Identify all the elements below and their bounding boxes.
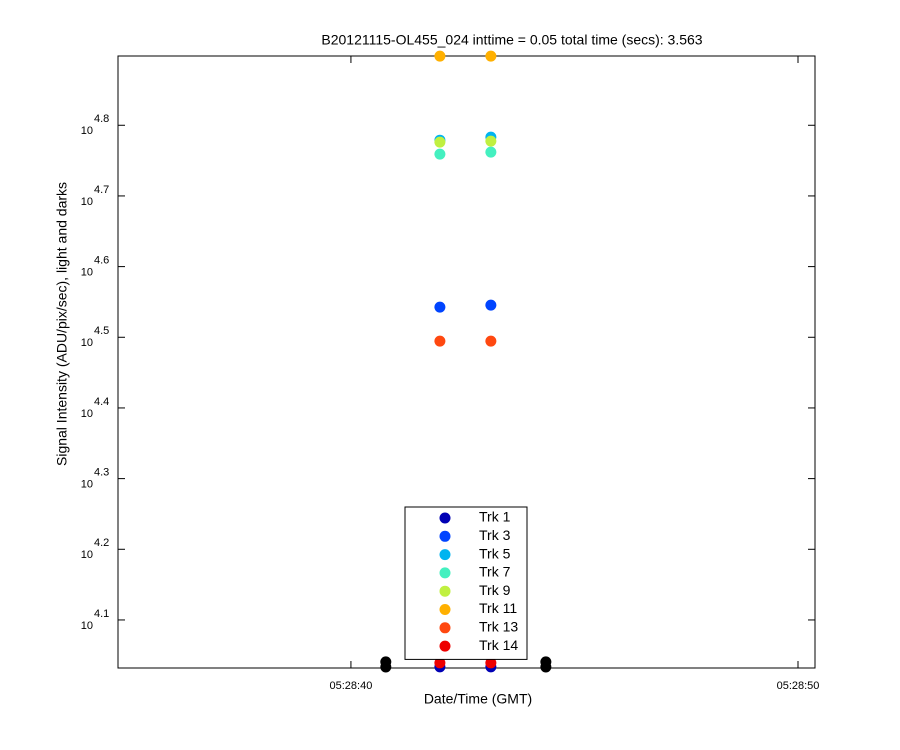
legend-label: Trk 9 bbox=[479, 582, 511, 598]
point bbox=[485, 299, 497, 311]
legend-marker bbox=[439, 622, 451, 634]
legend-label: Trk 7 bbox=[479, 564, 511, 580]
point bbox=[485, 50, 497, 62]
legend-marker bbox=[439, 530, 451, 542]
point bbox=[434, 148, 446, 160]
point bbox=[485, 146, 497, 158]
y-tick-exponent: 4.8 bbox=[94, 113, 109, 125]
x-tick-label: 05:28:50 bbox=[777, 680, 820, 692]
legend-marker bbox=[439, 585, 451, 597]
y-tick-label: 10 bbox=[81, 337, 93, 349]
y-tick-exponent: 4.4 bbox=[94, 396, 109, 408]
point bbox=[434, 50, 446, 62]
legend-label: Trk 14 bbox=[479, 637, 518, 653]
legend-label: Trk 5 bbox=[479, 545, 511, 561]
y-tick-exponent: 4.3 bbox=[94, 467, 109, 479]
point bbox=[485, 135, 497, 147]
legend-label: Trk 1 bbox=[479, 509, 511, 525]
y-tick-exponent: 4.1 bbox=[94, 608, 109, 620]
y-tick-label: 10 bbox=[81, 196, 93, 208]
y-tick-label: 10 bbox=[81, 267, 93, 279]
point bbox=[485, 657, 497, 669]
y-tick-label: 10 bbox=[81, 125, 93, 137]
y-tick-exponent: 4.6 bbox=[94, 255, 109, 267]
legend-marker bbox=[439, 549, 451, 561]
x-tick-label: 05:28:40 bbox=[330, 680, 373, 692]
legend-marker bbox=[439, 512, 451, 524]
legend-marker bbox=[439, 640, 451, 652]
y-tick-exponent: 4.5 bbox=[94, 325, 109, 337]
point bbox=[380, 661, 392, 673]
chart-title: B20121115-OL455_024 inttime = 0.05 total… bbox=[321, 32, 702, 48]
point bbox=[540, 661, 552, 673]
y-tick-label: 10 bbox=[81, 479, 93, 491]
point bbox=[434, 136, 446, 148]
y-tick-label: 10 bbox=[81, 408, 93, 420]
y-tick-exponent: 4.2 bbox=[94, 537, 109, 549]
x-axis-label: Date/Time (GMT) bbox=[424, 691, 532, 707]
point bbox=[485, 335, 497, 347]
legend-label: Trk 3 bbox=[479, 527, 511, 543]
legend-label: Trk 11 bbox=[479, 600, 517, 616]
y-axis-label: Signal Intensity (ADU/pix/sec), light an… bbox=[54, 182, 70, 466]
y-tick-label: 10 bbox=[81, 549, 93, 561]
point bbox=[434, 301, 446, 313]
legend-box bbox=[404, 506, 528, 660]
point bbox=[434, 657, 446, 669]
y-tick-exponent: 4.7 bbox=[94, 184, 109, 196]
legend-marker bbox=[439, 604, 451, 615]
legend-marker bbox=[439, 567, 451, 579]
legend-label: Trk 13 bbox=[479, 619, 518, 635]
point bbox=[434, 335, 446, 347]
y-tick-label: 10 bbox=[81, 620, 93, 632]
